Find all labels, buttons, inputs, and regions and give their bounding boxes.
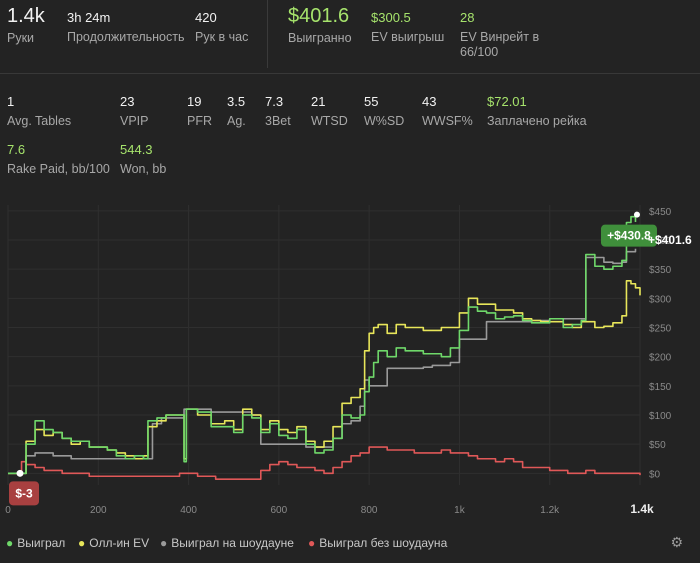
y-tick-label: $50 <box>649 440 666 451</box>
stat-value: 55 <box>364 94 379 109</box>
profit-chart[interactable]: $450 $400 $350 $300 $250 $200 $150 $100 $50 $0 0 20… <box>0 190 700 520</box>
max-badge <box>600 224 657 247</box>
stat-value: 544.3 <box>120 142 153 157</box>
x-tick-label: 1k <box>454 505 466 516</box>
stat-value: 19 <box>187 94 202 109</box>
stat-label: Won, bb <box>120 162 167 176</box>
stats-panel: 1.4k Руки 3h 24m Продолжительность 420 Р… <box>0 0 700 72</box>
series-line <box>8 280 641 475</box>
stat-value: 3h 24m <box>67 10 111 25</box>
stat-rake-bb100: 7.6 Rake Paid, bb/100 <box>7 142 110 177</box>
legend-label: Выиграл без шоудауна <box>319 536 448 550</box>
final-value-label: +$401.6 <box>648 233 692 247</box>
legend-dot: ● <box>160 536 168 550</box>
stat-duration: 3h 24m Продолжительность <box>67 10 185 45</box>
stat-wwsf: 43 WWSF% <box>422 94 473 129</box>
stat-pfr: 19 PFR <box>187 94 212 129</box>
stat-value: 7.6 <box>7 142 26 157</box>
profit-chart-svg: $450 $400 $350 $300 $250 $200 $150 $100 $50 $0 0 20… <box>5 205 692 516</box>
y-tick-label: $400 <box>649 236 672 247</box>
stat-label: Avg. Tables <box>7 114 72 128</box>
legend-dot: ● <box>6 536 14 550</box>
y-tick-label: $100 <box>649 411 672 422</box>
y-tick-label: $350 <box>649 265 672 276</box>
stat-value: $72.01 <box>487 94 527 109</box>
stat-value: 28 <box>460 10 475 25</box>
x-tick-label: 200 <box>90 505 107 516</box>
series-line <box>8 446 641 480</box>
stat-wtsd: 21 WTSD <box>311 94 348 129</box>
min-badge <box>9 481 39 506</box>
stat-hands-per-hour: 420 Рук в час <box>195 10 248 45</box>
stat-value: 43 <box>422 94 437 109</box>
y-tick-label: $300 <box>649 294 672 305</box>
stat-label: Rake Paid, bb/100 <box>7 162 110 176</box>
y-tick-label: $200 <box>649 353 672 364</box>
stat-label: EV выигрыш <box>371 30 445 44</box>
stat-3bet: 7.3 3Bet <box>265 94 291 129</box>
stat-label: Рук в час <box>195 30 249 44</box>
y-tick-label: $250 <box>649 324 672 335</box>
x-tick-label: 600 <box>271 505 288 516</box>
y-tick-label: $0 <box>649 469 661 480</box>
stat-wsd: 55 W%SD <box>364 94 404 129</box>
x-tick-label: 400 <box>180 505 197 516</box>
legend-item-won[interactable]: ● Выиграл <box>6 536 65 550</box>
y-tick-label: $450 <box>649 207 672 218</box>
x-tick-label: 1.4k <box>630 502 654 516</box>
stat-value: $401.6 <box>288 5 350 27</box>
stat-value: $300.5 <box>371 10 411 25</box>
legend-item-won-showdown[interactable]: ● Выиграл на шоудауне <box>160 536 294 550</box>
y-tick-label: $150 <box>649 382 672 393</box>
stat-label: WTSD <box>311 114 348 128</box>
max-point <box>633 211 640 218</box>
stat-label: VPIP <box>120 114 149 128</box>
stat-label: Руки <box>7 31 35 45</box>
gear-icon[interactable]: ⚙ <box>670 534 683 550</box>
stat-label: Продолжительность <box>67 30 185 44</box>
legend-label: Олл-ин EV <box>89 536 150 550</box>
chart-legend: ● Выиграл ● Олл-ин EV ● Выиграл на шоудауне… <box>0 533 700 553</box>
stat-label: Заплачено рейка <box>487 114 587 128</box>
stat-rake-paid: $72.01 Заплачено рейка <box>487 94 587 129</box>
stat-label: Выигранно <box>288 31 352 45</box>
legend-dot: ● <box>78 536 86 550</box>
stat-value: 23 <box>120 94 135 109</box>
stat-label: 3Bet <box>265 114 291 128</box>
stat-ag: 3.5 Ag. <box>227 94 246 129</box>
stat-won-bb: 544.3 Won, bb <box>120 142 166 177</box>
series-line <box>8 215 637 475</box>
x-tick-label: 1.2k <box>540 505 560 516</box>
stat-label: EV Винрейт в 66/100 <box>460 30 540 59</box>
stat-value: 3.5 <box>227 94 246 109</box>
stat-ev-winrate: 28 EV Винрейт в 66/100 <box>460 10 550 60</box>
start-point <box>16 469 24 477</box>
divider <box>267 0 268 68</box>
divider <box>0 73 700 74</box>
stat-label: Ag. <box>227 114 246 128</box>
min-label: $-3 <box>15 486 33 500</box>
stat-value: 1 <box>7 94 15 109</box>
stat-value: 21 <box>311 94 326 109</box>
x-tick-label: 800 <box>361 505 378 516</box>
stat-won: $401.6 Выигранно <box>288 4 352 46</box>
stat-hands: 1.4k Руки <box>7 4 45 46</box>
stat-vpip: 23 VPIP <box>120 94 149 129</box>
stat-label: WWSF% <box>422 114 473 128</box>
stat-avg-tables: 1 Avg. Tables <box>7 94 71 129</box>
stat-value: 7.3 <box>265 94 284 109</box>
legend-dot: ● <box>308 536 316 550</box>
series-line <box>8 248 637 475</box>
legend-label: Выиграл <box>17 536 66 550</box>
max-label: +$430.8 <box>607 229 651 243</box>
stat-label: W%SD <box>364 114 405 128</box>
legend-label: Выиграл на шоудауне <box>171 536 294 550</box>
stat-value: 420 <box>195 10 217 25</box>
legend-item-allin-ev[interactable]: ● Олл-ин EV <box>78 536 149 550</box>
stat-label: PFR <box>187 114 212 128</box>
stat-ev-won: $300.5 EV выигрыш <box>371 10 444 45</box>
stat-value: 1.4k <box>7 5 45 27</box>
legend-item-won-nonshowdown[interactable]: ● Выиграл без шоудауна <box>308 536 447 550</box>
x-tick-label: 0 <box>5 505 11 516</box>
